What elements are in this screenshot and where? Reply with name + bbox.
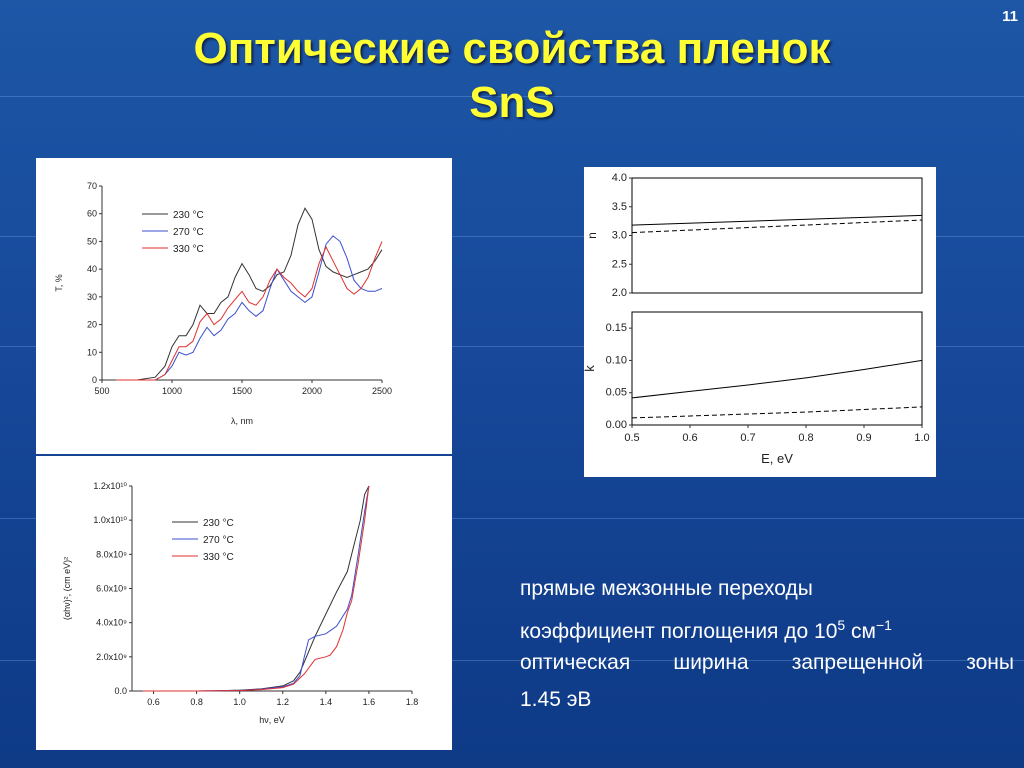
x-tick-label: 500 (94, 386, 109, 396)
y-tick-label: 6.0x10⁹ (96, 584, 127, 594)
y-tick-label: 0.0 (114, 686, 127, 696)
x-tick-label: 1.6 (363, 697, 376, 707)
y-tick-label: 0.15 (606, 322, 627, 334)
x-tick-label: 0.5 (624, 432, 639, 444)
x-axis-title: λ, nm (231, 416, 253, 426)
y-tick-label: 2.0x10⁹ (96, 652, 127, 662)
absorption-chart: 0.0 2.0x10⁹ 4.0x10⁹ 6.0x10⁹ 8.0x10⁹ 1.0x10¹⁰ 1… (62, 481, 419, 725)
title-line-1: Оптические свойства пленок (193, 24, 831, 73)
data-series-line (631, 219, 923, 234)
background-line (0, 518, 1024, 519)
y-tick-label: 70 (87, 181, 97, 191)
bullet-line-2-unit-exponent: −1 (875, 617, 892, 633)
x-tick-label: 1000 (162, 386, 182, 396)
x-tick-label: 0.8 (190, 697, 203, 707)
legend-label: 270 °C (203, 535, 234, 546)
data-series-line (142, 485, 370, 692)
bullet-list: прямые межзонные переходы коэффициент по… (520, 570, 1014, 718)
data-series-line (142, 485, 370, 692)
bullet-line-4: 1.45 эВ (520, 688, 592, 711)
plot-frame (631, 311, 923, 426)
data-series-line (116, 241, 383, 381)
x-tick-label: 0.8 (798, 432, 813, 444)
y-tick-label: 3.5 (612, 201, 627, 213)
bullet-line-3-word: зоны (966, 651, 1014, 674)
x-tick-label: 0.9 (856, 432, 871, 444)
legend-label: 330 °C (173, 244, 204, 255)
y-tick-label: 3.0 (612, 230, 627, 242)
slide-title: Оптические свойства пленок SnS (0, 22, 1024, 130)
data-series-line (631, 359, 923, 399)
y-tick-label: 2.0 (612, 287, 627, 299)
x-tick-label: 0.7 (740, 432, 755, 444)
background-line (0, 660, 1024, 661)
data-series-line (631, 214, 923, 226)
data-series-line (631, 406, 923, 419)
x-axis-title: hν, eV (259, 715, 285, 725)
bullet-line-1: прямые межзонные переходы (520, 577, 813, 600)
y-tick-label: 0.10 (606, 354, 627, 366)
y-tick-label: 0 (92, 375, 97, 385)
legend-label: 270 °C (173, 227, 204, 238)
data-series-line (142, 485, 370, 692)
y-axis-title: T, % (54, 274, 64, 292)
y-tick-label: 1.0x10¹⁰ (93, 515, 127, 525)
background-line (0, 236, 1024, 237)
bullet-line-2-unit: см (845, 620, 876, 643)
y-tick-label: 40 (87, 264, 97, 274)
bullet-line-2: коэффициент поглощения до 105 см−1 (520, 607, 1014, 644)
bullet-line-2-text: коэффициент поглощения до 10 (520, 620, 838, 643)
y-axis-title: (αhν)², (cm eV)² (62, 557, 72, 620)
y-tick-label: 0.05 (606, 387, 627, 399)
x-tick-label: 0.6 (682, 432, 697, 444)
x-tick-label: 1.4 (320, 697, 333, 707)
optical-constants-chart: 2.0 2.5 3.0 3.5 4.0 n 0.00 0.05 0.10 0.15 0.5 0.6 0.… (582, 172, 930, 466)
y-axis-title: k (584, 365, 597, 372)
x-tick-label: 0.6 (147, 697, 160, 707)
legend-label: 230 °C (173, 210, 204, 221)
title-line-2: SnS (469, 78, 555, 127)
x-axis-title: E, eV (761, 451, 793, 466)
bullet-line-3: оптическая ширина запрещенной зоны (520, 644, 1014, 681)
legend-label: 330 °C (203, 552, 234, 563)
transmission-chart-panel: 0 10 20 30 40 50 60 70 500 1000 1500 2000 2500 λ, nm T… (36, 158, 452, 454)
bullet-line-3-word: ширина (673, 651, 749, 674)
y-tick-label: 50 (87, 236, 97, 246)
background-line (0, 96, 1024, 97)
y-tick-label: 30 (87, 292, 97, 302)
y-tick-label: 60 (87, 209, 97, 219)
x-tick-label: 2000 (302, 386, 322, 396)
x-tick-label: 1.0 (914, 432, 929, 444)
optical-constants-chart-panel: 2.0 2.5 3.0 3.5 4.0 n 0.00 0.05 0.10 0.15 0.5 0.6 0.… (582, 167, 936, 477)
y-axis-title: n (585, 232, 599, 239)
x-tick-label: 2500 (372, 386, 392, 396)
y-tick-label: 8.0x10⁹ (96, 549, 127, 559)
background-line (0, 346, 1024, 347)
y-tick-label: 10 (87, 347, 97, 357)
bullet-line-3-word: запрещенной (791, 651, 924, 674)
y-tick-label: 1.2x10¹⁰ (93, 481, 127, 491)
plot-frame (631, 177, 923, 294)
y-tick-label: 4.0 (612, 172, 627, 184)
bullet-line-2-exponent: 5 (837, 617, 846, 633)
transmission-chart: 0 10 20 30 40 50 60 70 500 1000 1500 2000 2500 λ, nm T… (54, 181, 392, 426)
y-tick-label: 20 (87, 320, 97, 330)
x-tick-label: 1.2 (277, 697, 290, 707)
x-tick-label: 1500 (232, 386, 252, 396)
data-series-line (116, 235, 383, 381)
bullet-line-3-word: оптическая (520, 651, 631, 674)
y-tick-label: 4.0x10⁹ (96, 618, 127, 628)
data-series-line (116, 207, 383, 381)
legend-label: 230 °C (203, 518, 234, 529)
absorption-chart-panel: 0.0 2.0x10⁹ 4.0x10⁹ 6.0x10⁹ 8.0x10⁹ 1.0x10¹⁰ 1… (36, 456, 452, 750)
x-tick-label: 1.8 (406, 697, 419, 707)
x-tick-label: 1.0 (233, 697, 246, 707)
y-tick-label: 0.00 (606, 419, 627, 431)
y-tick-label: 2.5 (612, 258, 627, 270)
slide-number: 11 (1002, 8, 1018, 25)
